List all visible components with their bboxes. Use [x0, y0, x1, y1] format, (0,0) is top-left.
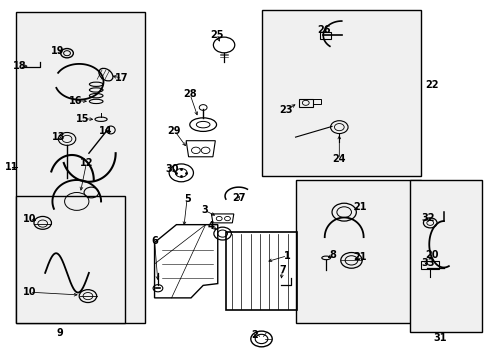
- Text: 2: 2: [250, 330, 257, 341]
- Bar: [409, 180, 481, 332]
- Text: 27: 27: [231, 193, 245, 203]
- Text: 30: 30: [165, 164, 179, 174]
- Text: 31: 31: [432, 333, 446, 343]
- Text: 14: 14: [99, 126, 112, 136]
- Text: 17: 17: [115, 73, 128, 83]
- Text: 7: 7: [279, 265, 285, 275]
- Bar: [261, 10, 420, 176]
- Text: 8: 8: [329, 250, 336, 260]
- Text: 26: 26: [316, 25, 330, 35]
- Text: 19: 19: [50, 46, 64, 56]
- Text: 13: 13: [52, 132, 65, 142]
- Text: 15: 15: [76, 113, 90, 123]
- Text: 29: 29: [167, 126, 181, 136]
- Text: 16: 16: [68, 96, 82, 106]
- Text: 18: 18: [13, 61, 27, 71]
- Bar: [420, 261, 438, 269]
- Text: 23: 23: [279, 105, 292, 115]
- Bar: [16, 12, 144, 323]
- Bar: [298, 99, 312, 107]
- Text: 9: 9: [56, 328, 63, 338]
- Text: 11: 11: [5, 162, 19, 172]
- Text: 33: 33: [421, 258, 434, 268]
- Text: 10: 10: [23, 287, 36, 297]
- Text: 22: 22: [425, 80, 438, 90]
- Text: 24: 24: [332, 154, 346, 164]
- Text: 5: 5: [183, 194, 190, 203]
- Text: 1: 1: [284, 251, 290, 261]
- Text: 12: 12: [80, 158, 93, 168]
- Text: 32: 32: [421, 212, 434, 222]
- Text: 28: 28: [183, 89, 197, 99]
- Bar: [295, 180, 420, 323]
- Text: 6: 6: [151, 236, 158, 246]
- Bar: [16, 196, 125, 323]
- Text: 10: 10: [23, 213, 36, 224]
- Text: 20: 20: [425, 250, 438, 260]
- Bar: [312, 99, 321, 104]
- Text: 25: 25: [210, 30, 223, 40]
- Text: 4: 4: [207, 221, 214, 231]
- Text: 3: 3: [201, 205, 207, 215]
- Text: 21: 21: [353, 202, 366, 212]
- Bar: [319, 32, 330, 39]
- Text: 21: 21: [353, 252, 366, 262]
- Bar: [226, 232, 296, 310]
